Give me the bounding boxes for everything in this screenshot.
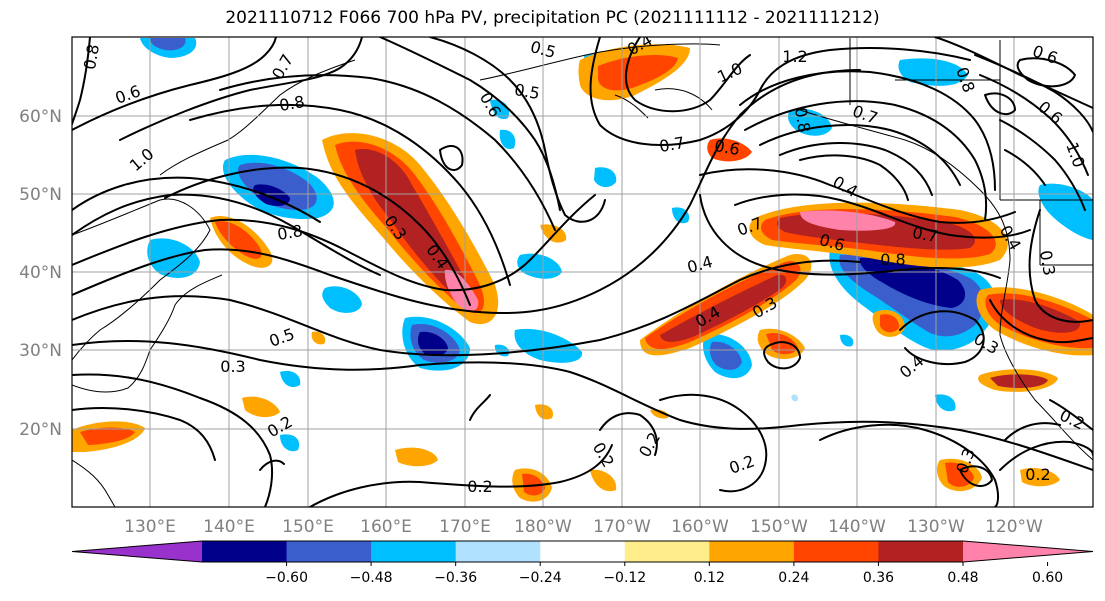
lon-label: 140°E	[203, 517, 255, 537]
contour-label: 0.5	[267, 324, 297, 351]
map-frame	[71, 36, 1094, 508]
contour-label: 0.3	[1036, 249, 1059, 277]
precip-shading	[72, 38, 1093, 502]
lat-label: 20°N	[19, 420, 62, 440]
colorbar-segment	[286, 541, 372, 562]
lon-label: 170°E	[439, 517, 491, 537]
contour-label: 0.6	[1034, 97, 1066, 128]
lat-label: 40°N	[19, 263, 62, 283]
contour-label: 0.7	[658, 133, 686, 156]
colorbar-tick-label: 0.36	[863, 570, 894, 586]
contour-label: 0.4	[685, 252, 715, 277]
colorbar-tick-label: 0.48	[947, 570, 978, 586]
lat-label: 50°N	[19, 185, 62, 205]
pv-contours	[72, 37, 1093, 507]
map-title: 2021110712 F066 700 hPa PV, precipitatio…	[225, 8, 880, 28]
contour-label: 0.5	[528, 37, 558, 62]
colorbar-under-triangle	[72, 541, 202, 562]
lon-label: 140°W	[828, 517, 886, 537]
colorbar-tick-label: −0.36	[434, 570, 477, 586]
colorbar-segment	[455, 541, 541, 562]
lon-axis: 130°E 140°E 150°E 160°E 170°E 180°W 170°…	[124, 517, 1043, 537]
colorbar-tick-label: 0.12	[694, 570, 725, 586]
lat-label: 30°N	[19, 341, 62, 361]
grid-lines	[72, 37, 1093, 507]
lat-axis: 60°N 50°N 40°N 30°N 20°N	[19, 107, 62, 440]
contour-label: 0.8	[952, 65, 979, 95]
colorbar-outline	[71, 540, 1094, 563]
colorbar-over-triangle	[963, 541, 1093, 562]
contour-label: 0.8	[278, 92, 306, 115]
lon-label: 160°E	[360, 517, 412, 537]
contour-label: 0.7	[911, 223, 939, 246]
contour-label: 0.8	[276, 221, 304, 244]
colorbar-segment	[202, 541, 288, 562]
lon-label: 160°W	[671, 517, 729, 537]
contour-label: 0.2	[635, 429, 664, 461]
contour-label: 1.0	[126, 144, 158, 175]
contour-label: 0.4	[829, 172, 861, 201]
colorbar-segment	[709, 541, 795, 562]
contour-label: 0.6	[113, 81, 143, 108]
lon-label: 150°E	[282, 517, 334, 537]
lon-label: 170°W	[593, 517, 651, 537]
colorbar-tick-label: −0.60	[265, 570, 308, 586]
colorbar-tick-label: −0.12	[603, 570, 646, 586]
contour-label: 0.8	[80, 43, 103, 71]
lon-label: 120°W	[985, 517, 1043, 537]
contour-label: 0.6	[713, 136, 741, 159]
contour-label: 0.3	[220, 357, 245, 376]
lon-label: 130°W	[907, 517, 965, 537]
colorbar-segment	[624, 541, 710, 562]
contour-label: 0.4	[896, 351, 928, 382]
lon-label: 180°W	[514, 517, 572, 537]
colorbar-tick-label: 0.60	[1032, 570, 1063, 586]
colorbar-tick-label: 0.24	[778, 570, 809, 586]
lon-label: 130°E	[124, 517, 176, 537]
contour-label: 1.2	[782, 47, 807, 66]
contour-label: 0.2	[727, 451, 757, 478]
colorbar-segment	[371, 541, 457, 562]
colorbar-tick-label: −0.24	[519, 570, 562, 586]
colorbar-segment	[793, 541, 879, 562]
contour-label: 0.2	[589, 439, 618, 471]
contour-label: 0.5	[513, 80, 541, 103]
contour-label: 0.2	[467, 477, 492, 496]
contour-label: 0.6	[1030, 41, 1060, 68]
contour-label: 0.7	[850, 101, 880, 128]
contour-label: 0.2	[1025, 465, 1050, 484]
colorbar-segment	[878, 541, 964, 562]
lon-label: 150°W	[750, 517, 808, 537]
colorbar-segment	[540, 541, 626, 562]
contour-label: 0.8	[791, 106, 814, 134]
contour-label: 0.8	[880, 250, 905, 269]
colorbar: −0.60 −0.48 −0.36 −0.24 −0.12 0.12 0.24 0.36 0.4…	[71, 540, 1094, 586]
colorbar-tick-label: −0.48	[350, 570, 393, 586]
lat-label: 60°N	[19, 107, 62, 127]
